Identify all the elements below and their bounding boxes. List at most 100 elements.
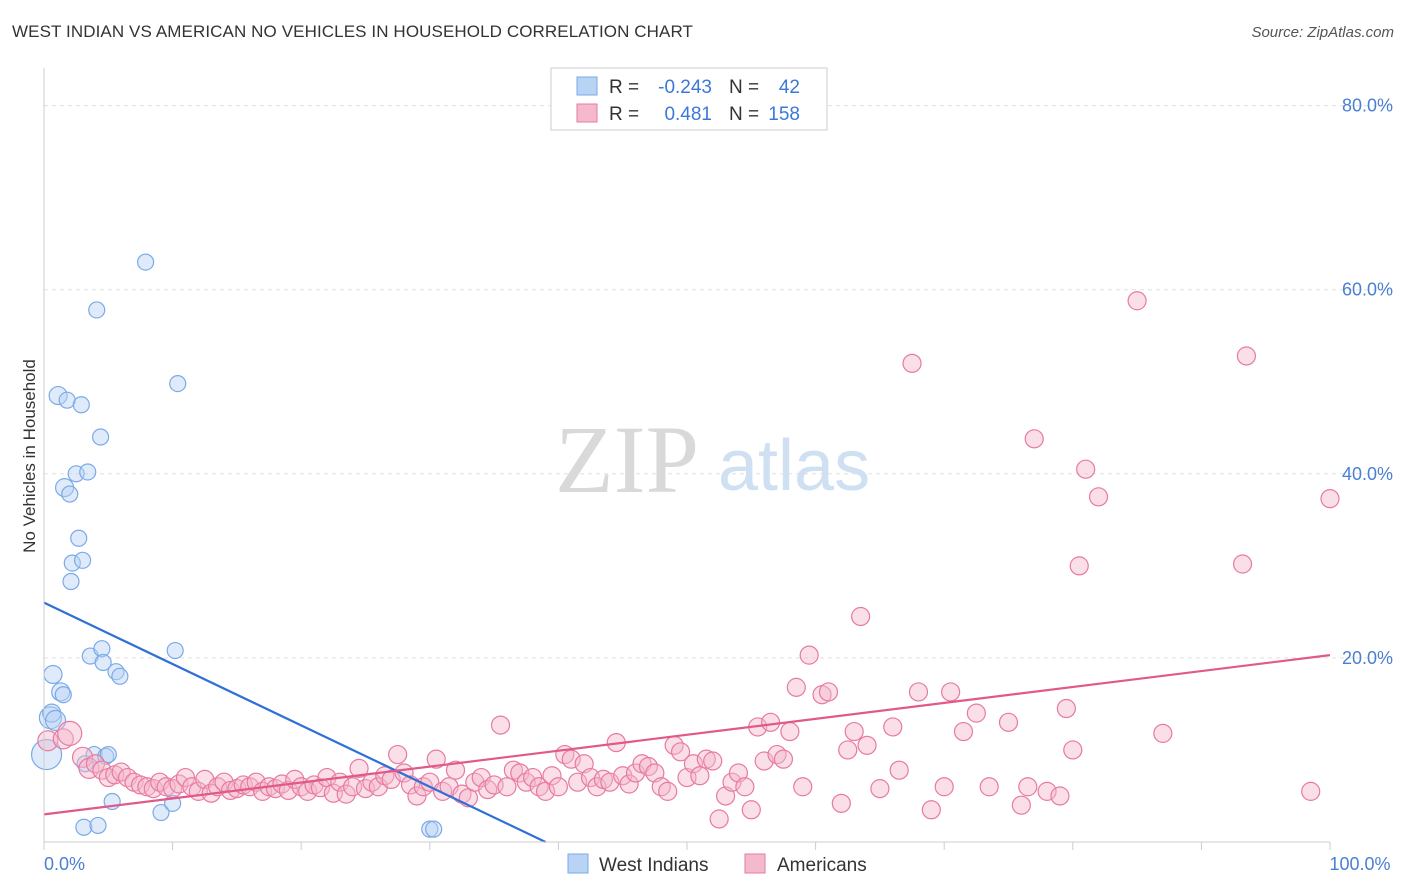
americans-point (709, 809, 729, 829)
americans-point (908, 682, 929, 702)
americans-point (548, 777, 569, 797)
americans-point (799, 645, 819, 665)
west-indians-point (72, 396, 90, 414)
americans-point (658, 781, 678, 801)
west-indians-point (62, 572, 80, 591)
americans-point (883, 717, 903, 737)
americans-point (741, 800, 761, 820)
americans-point (786, 677, 806, 697)
west-indians-point (99, 745, 117, 764)
west-indians-point (94, 653, 112, 672)
americans-point (1127, 291, 1147, 311)
legend-n-value-1: 158 (768, 104, 800, 125)
legend-n-value-0: 42 (779, 77, 800, 98)
americans-point (735, 777, 755, 797)
americans-point (760, 712, 781, 732)
west-indians-point (152, 803, 170, 822)
americans-point (619, 774, 639, 794)
legend-r-value-1: 0.481 (664, 104, 712, 125)
trend-lines (43, 601, 1331, 843)
americans-point (793, 777, 813, 797)
legend-swatch-americans (576, 103, 598, 123)
americans-point (71, 746, 94, 768)
americans-point (445, 760, 466, 780)
legend-n-label-1: N = (729, 104, 759, 125)
bottom-legend-swatch-americans (744, 853, 766, 874)
americans-point (889, 760, 909, 780)
y-axis-label: No Vehicles in Household (20, 359, 39, 553)
west-indians-point (421, 820, 439, 838)
x-axis-ticks: 0.0% 100.0% (44, 854, 1391, 874)
americans-point (1232, 554, 1253, 574)
americans-point (137, 777, 157, 797)
americans-point (953, 721, 974, 742)
americans-point (1076, 459, 1096, 479)
watermark-atlas: atlas (718, 426, 870, 506)
americans-point (773, 749, 794, 769)
series-west-indians (30, 253, 443, 838)
west-indians-point (97, 747, 115, 765)
legend-r-label-0: R = (609, 77, 639, 98)
west-indians-point (48, 385, 68, 406)
west-indians-point (169, 375, 187, 393)
americans-point (1056, 698, 1076, 719)
west-indians-point (91, 428, 110, 446)
americans-point (1088, 487, 1109, 507)
americans-point (921, 800, 941, 820)
americans-point (998, 712, 1019, 732)
legend-swatch-west-indians (576, 76, 598, 96)
americans-point (388, 744, 408, 765)
west-indians-point (43, 664, 63, 685)
chart-source: Source: ZipAtlas.com (1251, 24, 1394, 41)
west-indians-point (93, 640, 111, 658)
legend-box: R = -0.243 N = 42 R = 0.481 N = 158 (550, 67, 828, 131)
americans-point (542, 766, 562, 786)
americans-point (37, 730, 59, 752)
west-indians-point (111, 667, 129, 685)
x-tick-label: 0.0% (44, 854, 85, 874)
americans-point (490, 715, 511, 735)
americans-point (349, 758, 369, 778)
americans-point (497, 777, 517, 797)
americans-point (838, 740, 858, 760)
americans-point (818, 682, 839, 702)
west-indians-point (61, 485, 79, 503)
americans-point (696, 749, 716, 769)
americans-point (703, 751, 723, 771)
americans-point (1236, 346, 1257, 366)
y-axis-ticks: 20.0% 40.0% 60.0% 80.0% (1342, 96, 1393, 668)
americans-point (844, 721, 864, 742)
americans-point (683, 754, 704, 774)
y-tick-label: 20.0% (1342, 648, 1393, 668)
bottom-legend-swatch-west-indians (567, 853, 589, 874)
bottom-legend-americans: Americans (777, 855, 867, 876)
series-americans (37, 291, 1340, 829)
west-indians-trend-line (43, 601, 547, 843)
americans-point (1301, 781, 1321, 801)
west-indians-point (136, 253, 155, 271)
axes (43, 68, 1331, 850)
bottom-legend: West Indians Americans (567, 853, 867, 876)
watermark-zip: ZIP (555, 406, 699, 513)
chart-title: WEST INDIAN VS AMERICAN NO VEHICLES IN H… (12, 22, 694, 41)
y-tick-label: 40.0% (1342, 464, 1393, 484)
legend-n-label-0: N = (729, 77, 759, 98)
west-indians-point (42, 703, 62, 723)
americans-point (1024, 429, 1044, 449)
west-indians-point (70, 529, 88, 547)
americans-point (979, 777, 999, 797)
americans-point (780, 721, 800, 742)
americans-point (426, 749, 446, 769)
bottom-legend-west-indians: West Indians (599, 855, 708, 876)
west-indians-point (79, 463, 97, 481)
y-tick-label: 60.0% (1342, 280, 1393, 300)
americans-point (130, 775, 151, 795)
americans-point (92, 760, 112, 780)
west-indians-point (166, 641, 184, 660)
americans-point (1069, 556, 1089, 576)
americans-point (57, 720, 83, 746)
americans-point (1320, 489, 1340, 509)
americans-point (278, 780, 298, 801)
americans-trend-line (43, 654, 1331, 816)
